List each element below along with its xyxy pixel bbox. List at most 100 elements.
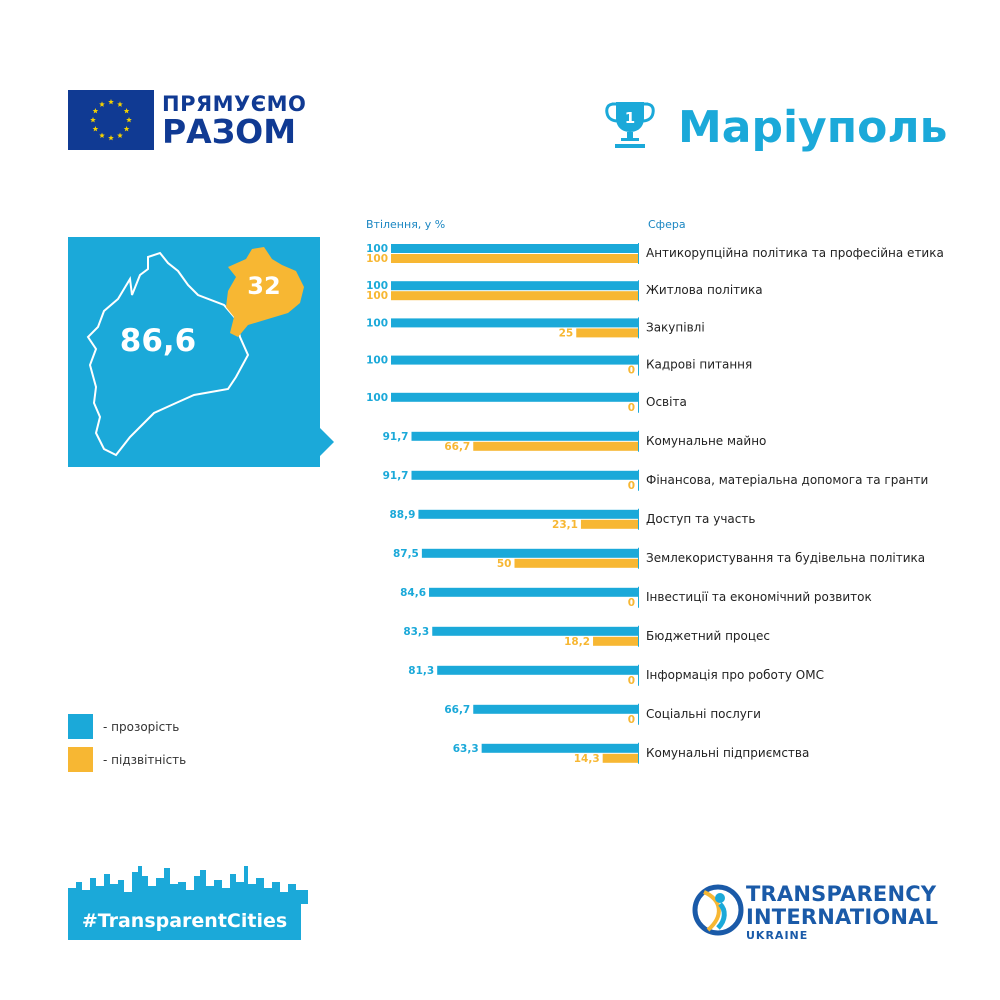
bar-transparency — [421, 548, 638, 558]
eu-star-icon — [117, 101, 123, 107]
eu-star-icon — [92, 126, 99, 132]
category-label: Фінансова, матеріальна допомога та грант… — [646, 473, 928, 487]
bar-accountability — [473, 441, 638, 451]
legend-label: - підзвітність — [103, 752, 187, 767]
bar-accountability — [580, 519, 638, 529]
value-label-transparency: 83,3 — [403, 626, 429, 638]
hashtag-badge: #TransparentCities — [68, 902, 301, 940]
bar-transparency — [391, 318, 638, 328]
bar-transparency — [437, 665, 638, 675]
accountability-score: 32 — [247, 272, 281, 300]
ti-wordmark: TRANSPARENCY INTERNATIONAL UKRAINE — [746, 883, 938, 943]
value-label-transparency: 84,6 — [400, 587, 426, 599]
category-label: Комунальне майно — [646, 434, 766, 448]
bar-transparency — [418, 509, 638, 519]
value-label-accountability: 18,2 — [564, 636, 590, 648]
category-label: Антикорупційна політика та професійна ет… — [646, 246, 944, 260]
legend-swatch — [68, 747, 93, 772]
category-label: Комунальні підприємства — [646, 746, 809, 760]
value-label-accountability: 14,3 — [574, 753, 600, 765]
bar-accountability — [593, 636, 638, 646]
value-label-accountability: 25 — [559, 327, 574, 339]
eu-title-line1: ПРЯМУЄМО — [162, 92, 307, 116]
map-panel-pointer — [320, 428, 334, 456]
bar-accountability — [391, 291, 638, 301]
bar-accountability — [391, 254, 638, 263]
value-label-accountability: 23,1 — [552, 519, 578, 531]
value-label-accountability: 100 — [366, 253, 388, 265]
category-label: Соціальні послуги — [646, 707, 761, 721]
value-label-transparency: 100 — [366, 243, 388, 255]
ti-line3: UKRAINE — [746, 929, 809, 942]
value-label-accountability: 0 — [628, 675, 635, 687]
value-label-transparency: 100 — [366, 280, 388, 292]
transparency-score: 86,6 — [119, 323, 197, 359]
category-label: Закупівлі — [646, 320, 705, 334]
left-bank-district — [226, 247, 304, 337]
value-label-transparency: 87,5 — [393, 548, 419, 560]
city-title: Маріуполь — [678, 102, 948, 153]
bar-transparency — [411, 470, 638, 480]
bar-transparency — [391, 244, 638, 253]
eu-star-icon — [108, 135, 114, 141]
value-label-accountability: 66,7 — [444, 441, 470, 453]
legend-label: - прозорість — [103, 719, 180, 734]
category-label: Житлова політика — [646, 283, 763, 297]
category-label: Кадрові питання — [646, 358, 752, 372]
value-label-transparency: 63,3 — [453, 743, 479, 755]
eu-star-icon — [90, 117, 96, 123]
trophy-rank: 1 — [625, 109, 635, 127]
value-label-transparency: 100 — [366, 392, 388, 404]
category-label: Бюджетний процес — [646, 629, 770, 643]
bar-transparency — [391, 281, 638, 291]
legend-swatch — [68, 714, 93, 739]
bar-transparency — [432, 626, 638, 636]
bar-accountability — [576, 328, 638, 338]
value-label-accountability: 0 — [628, 480, 635, 492]
value-label-accountability: 0 — [628, 714, 635, 726]
category-label: Землекористування та будівельна політика — [646, 551, 925, 565]
bar-transparency — [481, 743, 638, 753]
eu-star-icon — [99, 101, 105, 107]
value-label-transparency: 91,7 — [383, 431, 409, 443]
value-label-transparency: 91,7 — [383, 470, 409, 482]
ti-line2: INTERNATIONAL — [746, 905, 939, 929]
ti-line1: TRANSPARENCY — [746, 882, 937, 906]
value-label-accountability: 0 — [628, 365, 635, 377]
bar-transparency — [391, 392, 638, 402]
eu-star-icon — [117, 132, 123, 139]
category-axis-label: Сфера — [648, 218, 686, 231]
category-label: Освіта — [646, 395, 687, 409]
bar-transparency — [411, 431, 638, 441]
category-label: Доступ та участь — [646, 512, 755, 526]
eu-star-icon — [126, 117, 132, 123]
bar-transparency — [391, 355, 638, 365]
bar-transparency — [429, 587, 638, 597]
x-axis-label: Втілення, у % — [366, 218, 445, 231]
value-label-transparency: 100 — [366, 317, 388, 329]
value-label-accountability: 100 — [366, 290, 388, 302]
eu-title-line2: РАЗОМ — [162, 112, 297, 151]
value-label-transparency: 100 — [366, 355, 388, 367]
eu-star-icon — [92, 108, 99, 114]
legend-item-accountability: - підзвітність — [68, 747, 186, 772]
eu-star-icon — [123, 108, 130, 114]
value-label-accountability: 0 — [628, 597, 635, 609]
eu-campaign-title: ПРЯМУЄМО РАЗОМ — [162, 92, 306, 148]
trophy-icon: 1 — [604, 100, 656, 156]
category-label: Інформація про роботу ОМС — [646, 668, 824, 682]
value-label-accountability: 0 — [628, 402, 635, 414]
value-label-transparency: 88,9 — [389, 509, 415, 521]
legend-item-transparency: - прозорість — [68, 714, 186, 739]
value-label-transparency: 66,7 — [444, 704, 470, 716]
value-label-accountability: 50 — [497, 558, 512, 570]
eu-star-icon — [108, 99, 114, 105]
eu-flag-logo — [68, 90, 154, 150]
city-district-outline — [86, 251, 250, 457]
eu-star-icon — [99, 132, 105, 139]
category-label: Інвестиції та економічний розвиток — [646, 590, 872, 604]
bar-accountability — [602, 753, 638, 763]
legend: - прозорість - підзвітність — [68, 714, 186, 772]
value-label-transparency: 81,3 — [408, 665, 434, 677]
